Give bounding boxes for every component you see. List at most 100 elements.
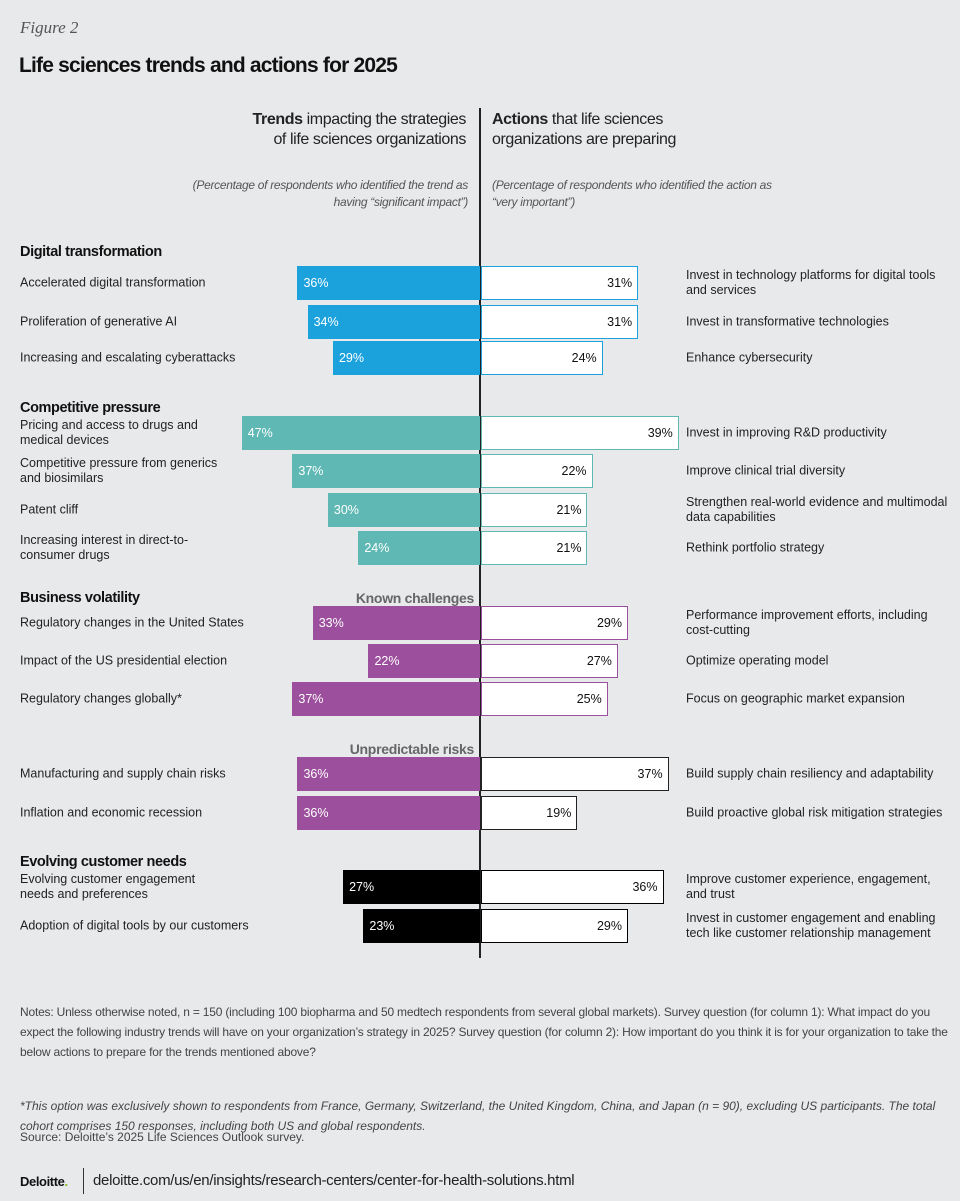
action-label: Focus on geographic market expansion: [686, 691, 905, 706]
action-value-label: 21%: [556, 541, 582, 555]
right-header-bold: Actions: [492, 111, 548, 128]
trend-bar: 47%: [241, 416, 480, 450]
action-value-label: 37%: [637, 767, 663, 781]
trend-label: Proliferation of generative AI: [20, 314, 178, 329]
action-label: Improve customer experience, engagement,…: [686, 872, 931, 901]
right-column-note: (Percentage of respondents who identifie…: [492, 178, 772, 209]
source: Source: Deloitte’s 2025 Life Sciences Ou…: [20, 1130, 305, 1144]
source-url[interactable]: deloitte.com/us/en/insights/research-cen…: [93, 1172, 575, 1189]
action-label: Invest in customer engagement and enabli…: [686, 911, 936, 940]
trend-label: Evolving customer engagement needs and p…: [20, 872, 196, 901]
action-label: Improve clinical trial diversity: [686, 463, 846, 478]
trend-value-label: 36%: [303, 767, 329, 781]
action-label: Build proactive global risk mitigation s…: [686, 805, 943, 820]
action-bar: 24%: [481, 341, 603, 375]
footer-divider: [83, 1168, 84, 1194]
action-value-label: 39%: [647, 426, 673, 440]
trend-bar: 36%: [297, 796, 480, 830]
action-value-label: 29%: [596, 616, 623, 630]
right-header-rest: that life sciences organizations are pre…: [492, 111, 676, 148]
action-bar: 22%: [481, 454, 593, 488]
trend-bar: 37%: [292, 682, 480, 716]
action-value-label: 25%: [576, 692, 602, 706]
trend-value-label: 33%: [318, 616, 344, 630]
trend-bar: 24%: [358, 531, 480, 565]
trend-value-label: 36%: [303, 806, 329, 820]
trend-label: Competitive pressure from generics and b…: [20, 456, 218, 485]
action-bar: 27%: [481, 644, 618, 678]
trend-value-label: 22%: [374, 654, 400, 668]
section-heading: Digital transformation: [20, 244, 162, 260]
action-value-label: 27%: [586, 654, 612, 668]
logo-text: Deloitte: [20, 1174, 65, 1189]
action-label: Rethink portfolio strategy: [686, 540, 825, 555]
trend-bar: 29%: [332, 341, 480, 375]
trend-value-label: 29%: [338, 351, 364, 365]
trend-value-label: 23%: [369, 919, 395, 933]
trend-label: Patent cliff: [20, 502, 79, 517]
action-value-label: 24%: [571, 351, 597, 365]
trend-value-label: 24%: [364, 541, 390, 555]
action-bar: 29%: [481, 909, 629, 943]
action-bar: 36%: [481, 870, 664, 904]
trend-label: Adoption of digital tools by our custome…: [20, 918, 249, 933]
action-bar: 29%: [481, 606, 629, 640]
trend-value-label: 37%: [298, 692, 324, 706]
action-label: Invest in improving R&D productivity: [686, 425, 887, 440]
subgroup-label: Unpredictable risks: [349, 741, 475, 757]
action-bar: 21%: [481, 531, 588, 565]
section-heading: Competitive pressure: [20, 400, 161, 416]
subgroup-label: Known challenges: [355, 590, 474, 606]
action-label: Performance improvement efforts, includi…: [686, 608, 928, 637]
trend-label: Increasing interest in direct-to-consume…: [20, 533, 189, 562]
trend-bar: 27%: [343, 870, 480, 904]
trend-value-label: 37%: [298, 464, 324, 478]
action-value-label: 29%: [596, 919, 623, 933]
left-header-rest: impacting the strategies of life science…: [273, 111, 466, 148]
trend-value-label: 34%: [313, 315, 339, 329]
trend-label: Manufacturing and supply chain risks: [20, 766, 226, 781]
trend-value-label: 47%: [247, 426, 273, 440]
logo-dot: .: [64, 1174, 68, 1189]
section-heading: Evolving customer needs: [20, 854, 187, 870]
footnote: *This option was exclusively shown to re…: [20, 1099, 936, 1133]
trend-bar: 36%: [297, 266, 480, 300]
left-column-header: Trends impacting the strategies of life …: [246, 110, 467, 150]
left-column-note: (Percentage of respondents who identifie…: [192, 178, 469, 209]
section-heading: Business volatility: [20, 590, 140, 606]
trend-value-label: 30%: [333, 503, 359, 517]
action-label: Invest in technology platforms for digit…: [686, 268, 936, 297]
action-value-label: 22%: [561, 464, 587, 478]
trend-label: Accelerated digital transformation: [20, 275, 206, 290]
trend-bar: 34%: [307, 305, 480, 339]
trend-value-label: 27%: [349, 880, 375, 894]
action-label: Build supply chain resiliency and adapta…: [686, 766, 934, 781]
action-label: Strengthen real-world evidence and multi…: [686, 495, 948, 524]
action-bar: 39%: [481, 416, 679, 450]
trend-label: Increasing and escalating cyberattacks: [20, 350, 236, 365]
figure-label: Figure 2: [20, 18, 79, 37]
deloitte-logo: Deloitte.: [20, 1174, 68, 1189]
action-label: Invest in transformative technologies: [686, 314, 889, 329]
action-label: Enhance cybersecurity: [686, 350, 813, 365]
trend-label: Impact of the US presidential election: [20, 653, 228, 668]
left-header-bold: Trends: [252, 111, 303, 128]
trend-label: Pricing and access to drugs and medical …: [20, 418, 198, 447]
trend-bar: 22%: [368, 644, 480, 678]
action-bar: 21%: [481, 493, 588, 527]
trend-bar: 33%: [312, 606, 480, 640]
action-label: Optimize operating model: [686, 653, 829, 668]
trend-bar: 37%: [292, 454, 480, 488]
action-value-label: 31%: [607, 315, 633, 329]
action-value-label: 21%: [556, 503, 582, 517]
chart-title: Life sciences trends and actions for 202…: [19, 54, 398, 77]
trend-label: Inflation and economic recession: [20, 805, 203, 820]
action-bar: 37%: [481, 757, 669, 791]
action-value-label: 36%: [632, 880, 658, 894]
trend-label: Regulatory changes in the United States: [20, 615, 244, 630]
action-bar: 19%: [481, 796, 578, 830]
trend-bar: 23%: [363, 909, 480, 943]
right-column-header: Actions that life sciences organizations…: [492, 110, 712, 150]
trend-bar: 30%: [327, 493, 480, 527]
